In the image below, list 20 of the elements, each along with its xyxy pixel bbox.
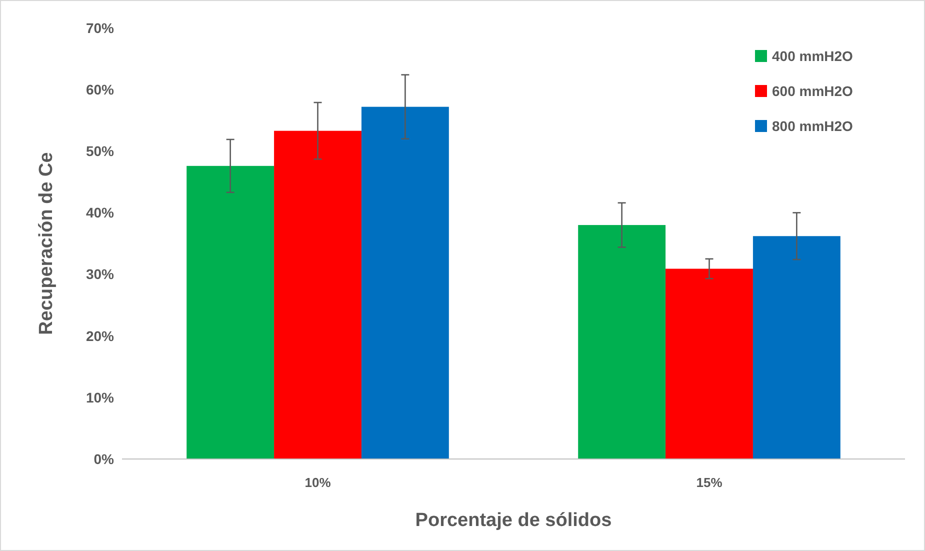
y-tick-label: 50% bbox=[86, 143, 115, 160]
legend-label: 400 mmH2O bbox=[772, 48, 854, 64]
y-axis-title: Recuperación de Ce bbox=[36, 152, 57, 335]
bar bbox=[666, 268, 753, 459]
bar bbox=[752, 236, 840, 459]
x-tick-label: 15% bbox=[696, 475, 723, 490]
y-tick-label: 20% bbox=[86, 328, 115, 344]
y-tick-label: 10% bbox=[86, 389, 115, 406]
legend-label: 800 mmH2O bbox=[772, 118, 854, 134]
y-tick-label: 0% bbox=[94, 450, 115, 467]
bar bbox=[274, 130, 362, 459]
x-axis-title: Porcentaje de sólidos bbox=[415, 510, 612, 531]
y-tick-label: 30% bbox=[86, 266, 115, 282]
y-tick-label: 60% bbox=[86, 81, 115, 98]
bar bbox=[578, 225, 666, 459]
y-tick-label: 70% bbox=[86, 20, 115, 36]
legend-label: 600 mmH2O bbox=[772, 82, 854, 99]
bar bbox=[361, 106, 449, 459]
y-tick-label: 40% bbox=[86, 204, 115, 221]
bar bbox=[186, 166, 274, 459]
